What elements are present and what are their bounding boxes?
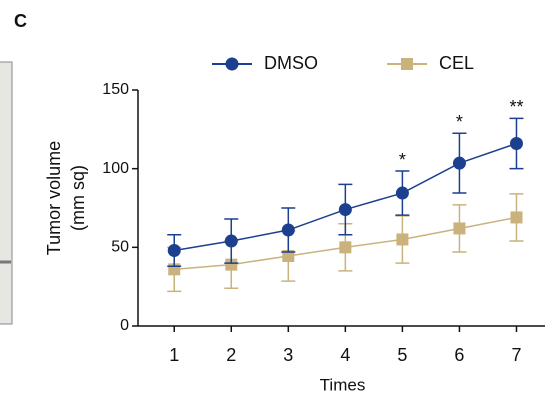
data-point <box>510 211 523 224</box>
y-axis-label: Tumor volume <box>44 141 64 255</box>
data-point <box>225 258 238 271</box>
y-tick-label: 150 <box>102 81 129 98</box>
data-point <box>281 223 295 237</box>
data-point <box>338 203 352 217</box>
data-point <box>396 233 409 246</box>
x-tick-label: 6 <box>454 345 464 365</box>
data-point <box>509 136 523 150</box>
data-point <box>282 249 295 262</box>
x-tick-label: 5 <box>397 345 407 365</box>
x-tick-label: 4 <box>340 345 350 365</box>
legend-label: CEL <box>439 53 474 73</box>
significance-mark: * <box>399 150 406 170</box>
x-tick-label: 7 <box>511 345 521 365</box>
data-point <box>452 156 466 170</box>
legend-label: DMSO <box>264 53 318 73</box>
data-point <box>167 243 181 257</box>
x-tick-label: 3 <box>283 345 293 365</box>
data-point <box>339 241 352 254</box>
y-tick-label: 100 <box>102 160 129 177</box>
x-tick-label: 1 <box>169 345 179 365</box>
legend-marker <box>225 57 239 71</box>
data-point <box>224 234 238 248</box>
y-tick-label: 50 <box>111 239 129 256</box>
y-tick-label: 0 <box>120 317 129 334</box>
panel-label: C <box>14 11 27 31</box>
y-axis-label: (mm sq) <box>68 165 88 231</box>
x-tick-label: 2 <box>226 345 236 365</box>
significance-mark: ** <box>509 97 523 117</box>
legend-marker <box>401 58 413 70</box>
x-axis-label: Times <box>320 375 366 394</box>
significance-mark: * <box>456 112 463 132</box>
photo-crop <box>0 61 13 325</box>
data-point <box>453 222 466 235</box>
data-point <box>395 186 409 200</box>
